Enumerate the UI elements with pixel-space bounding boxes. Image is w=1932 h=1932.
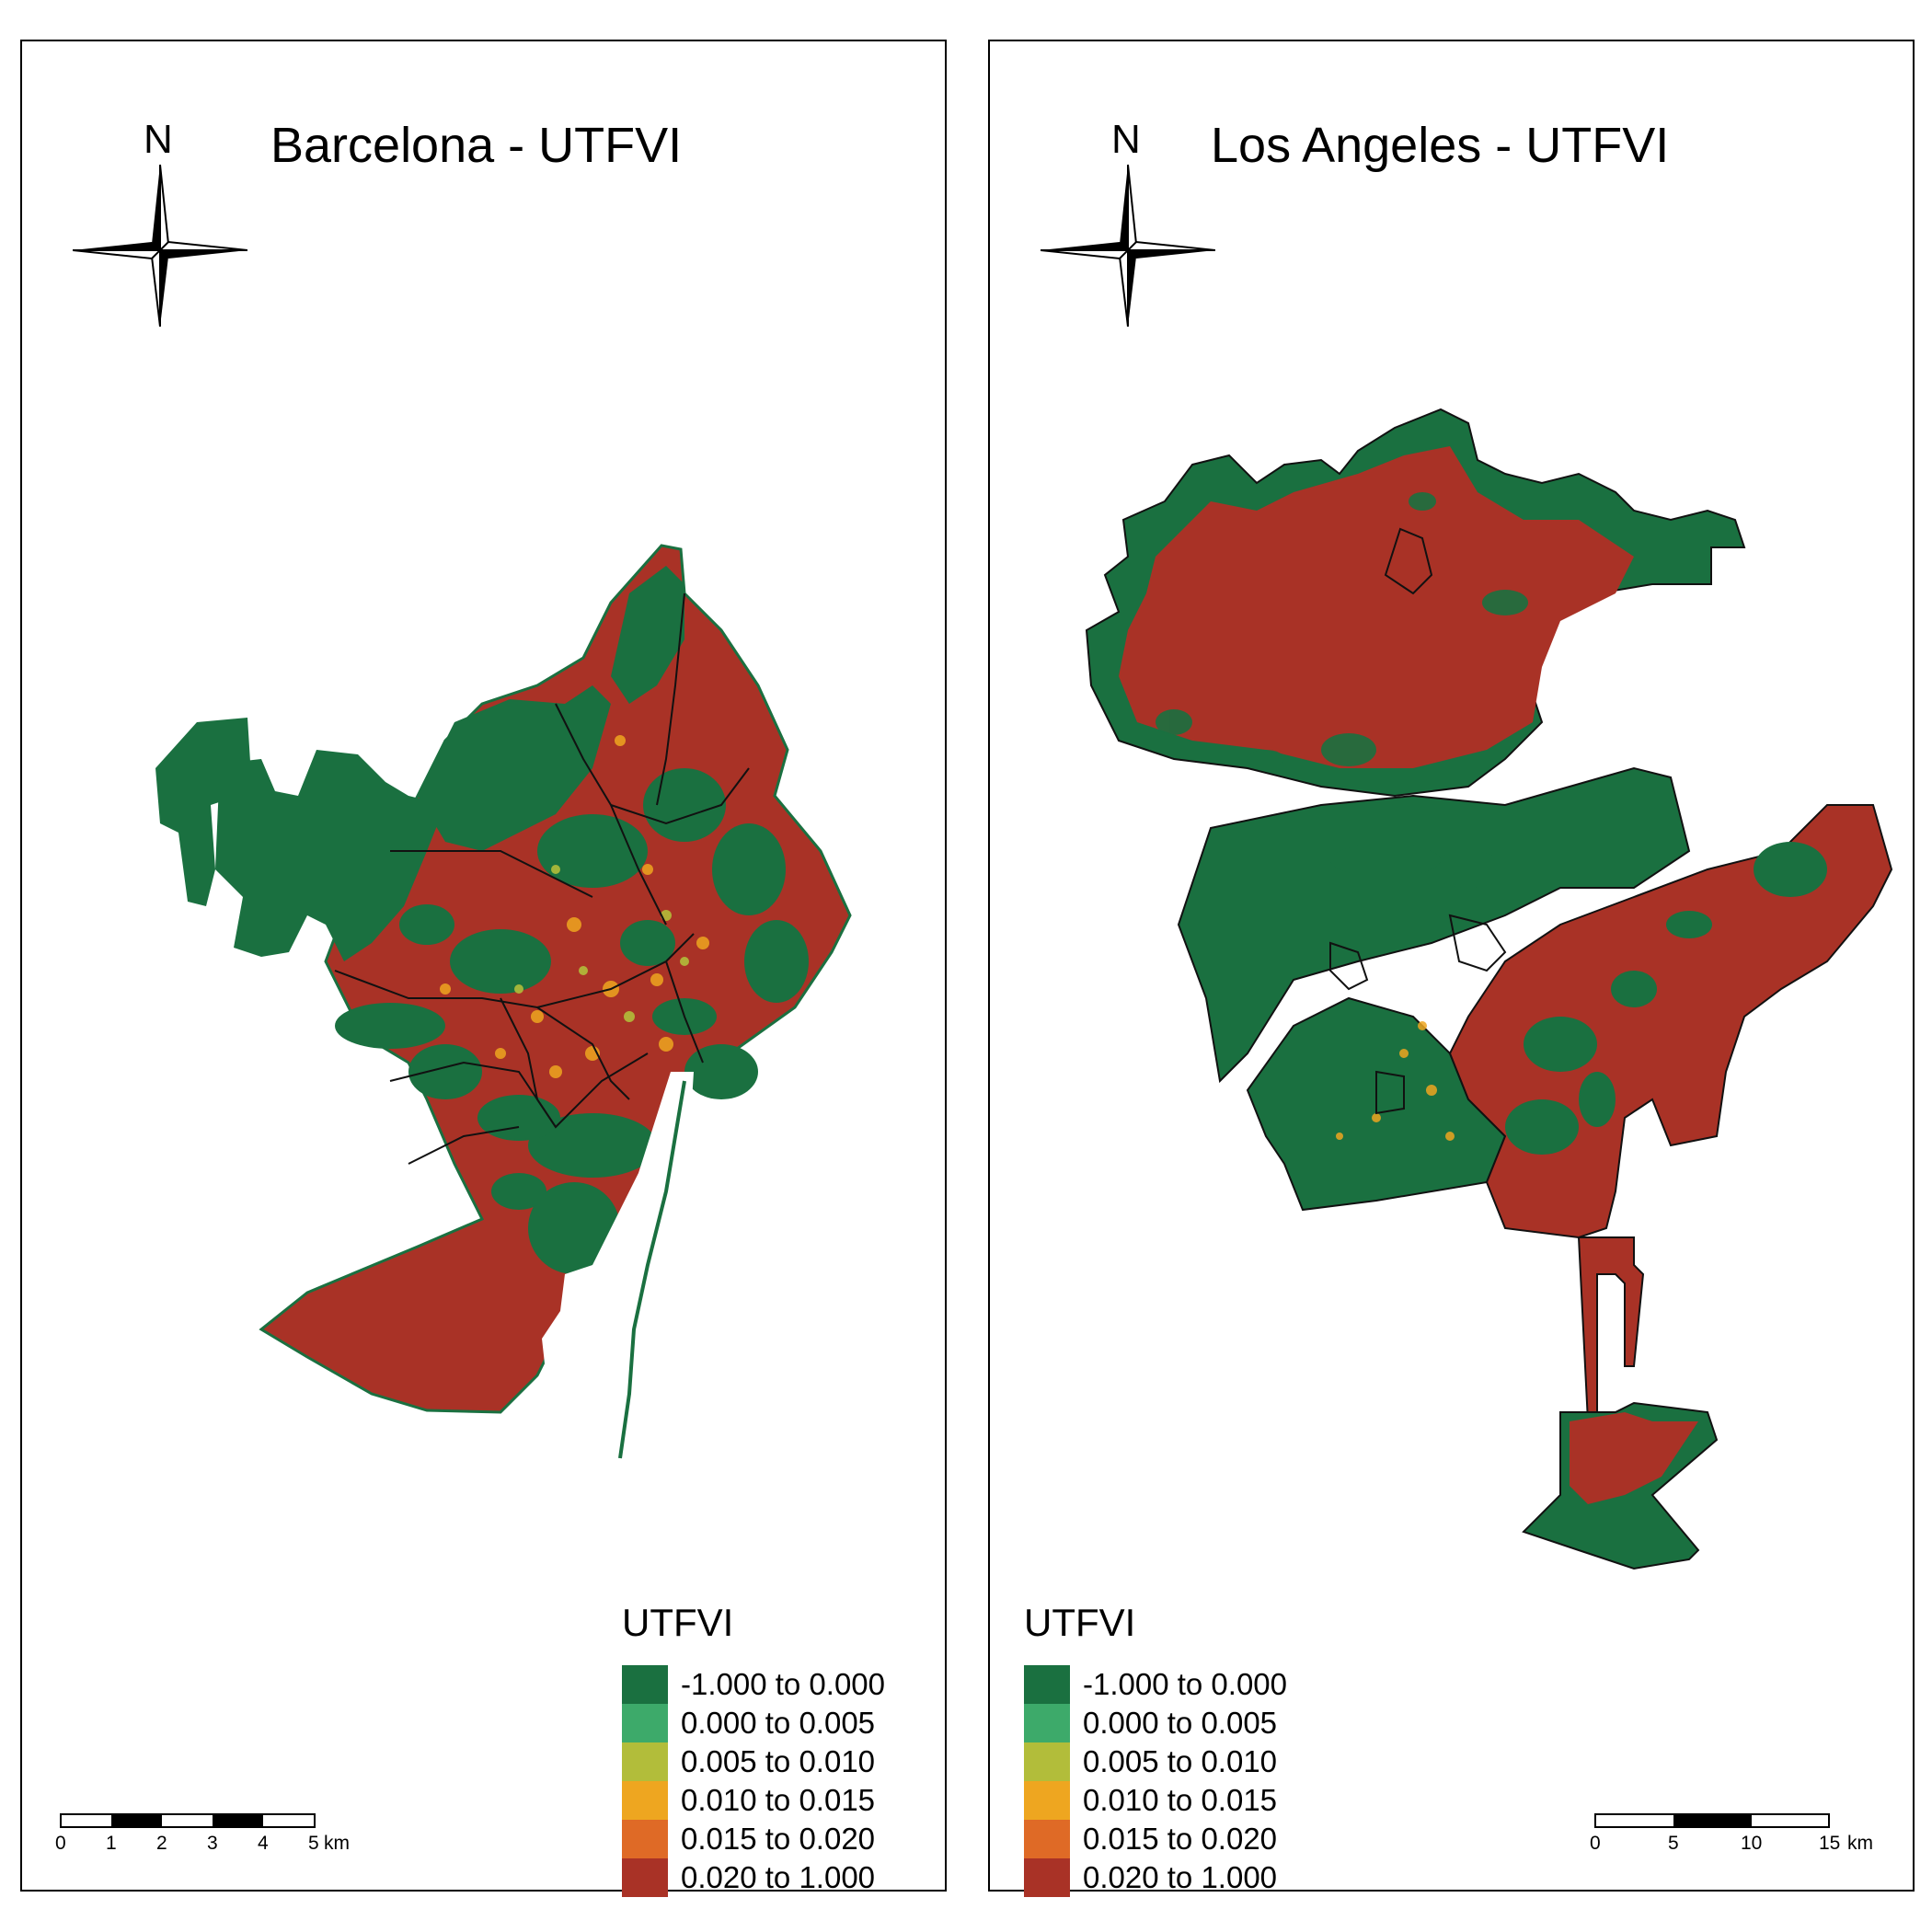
legend: UTFVI -1.000 to 0.000 0.000 to 0.005 0.0… [1024,1601,1287,1897]
barcelona-west-area [215,750,445,961]
barcelona-mid-speckles [514,865,689,1022]
scale-tick: 0 [55,1833,66,1854]
legend-item: -1.000 to 0.000 [1024,1665,1287,1704]
scale-bar [60,1813,316,1828]
scale-tick: 3 [207,1833,218,1854]
legend-item: 0.020 to 1.000 [1024,1858,1287,1897]
los-angeles-map-panel: N Los Angeles - UTFVI UTFVI -1.000 to 0.… [988,40,1915,1897]
la-boundary-lines [1329,527,1507,1115]
legend-swatch [622,1665,668,1704]
legend-label: 0.005 to 0.010 [681,1744,876,1778]
legend-swatch [622,1781,668,1820]
legend-swatch [1024,1820,1070,1858]
scale-tick: 1 [106,1833,117,1854]
legend-label: 0.000 to 0.005 [1083,1706,1278,1740]
scale-tick: 10 [1741,1833,1763,1854]
barcelona-north-green [418,685,611,851]
legend-swatch [1024,1781,1070,1820]
map-title: Barcelona - UTFVI [270,118,683,173]
legend-item: -1.000 to 0.000 [622,1665,885,1704]
legend-label: -1.000 to 0.000 [1083,1667,1288,1701]
barcelona-green-patches [335,768,809,1274]
north-arrow-icon [1041,164,1215,328]
legend-label: 0.015 to 0.020 [1083,1822,1278,1856]
legend-item: 0.015 to 0.020 [622,1820,885,1858]
barcelona-map-panel: N Barcelona - UTFVI UTFVI -1.000 to 0.00… [20,40,947,1897]
los-angeles-map [1085,408,1893,1570]
la-east-green-patches [1330,842,1827,1155]
legend-label: 0.020 to 1.000 [1083,1860,1278,1894]
scale-tick: 4 [258,1833,269,1854]
legend-swatch [1024,1742,1070,1781]
legend-title: UTFVI [1024,1601,1136,1644]
north-arrow-icon [73,164,247,328]
barcelona-map [155,544,852,1459]
legend-item: 0.005 to 0.010 [1024,1742,1287,1781]
north-label: N [1111,117,1141,162]
scale-tick: 5 [308,1833,319,1854]
la-harbor-corridor [1577,1236,1645,1422]
legend-title: UTFVI [622,1601,734,1644]
legend-label: 0.005 to 0.010 [1083,1744,1278,1778]
scale-unit: km [1847,1833,1873,1854]
legend-label: 0.010 to 0.015 [1083,1783,1278,1817]
legend-swatch [622,1742,668,1781]
legend-item: 0.020 to 1.000 [622,1858,885,1897]
scale-tick: 2 [156,1833,167,1854]
la-san-pedro-hot [1570,1412,1698,1504]
legend-item: 0.010 to 0.015 [622,1781,885,1820]
legend-swatch [622,1858,668,1897]
legend-swatch [1024,1858,1070,1897]
legend-label: 0.000 to 0.005 [681,1706,876,1740]
barcelona-port [542,1072,694,1380]
legend-item: 0.005 to 0.010 [622,1742,885,1781]
legend-swatch [1024,1665,1070,1704]
legend-label: 0.015 to 0.020 [681,1822,876,1856]
legend-item: 0.000 to 0.005 [622,1704,885,1742]
legend: UTFVI -1.000 to 0.000 0.000 to 0.005 0.0… [622,1601,885,1897]
legend-label: 0.010 to 0.015 [681,1783,876,1817]
legend-swatch [622,1820,668,1858]
la-valley-green-speckles [1156,492,1528,768]
legend-item: 0.000 to 0.005 [1024,1704,1287,1742]
legend-swatch [1024,1704,1070,1742]
legend-swatch [622,1704,668,1742]
legend-label: 0.020 to 1.000 [681,1860,876,1894]
scale-unit: km [324,1833,350,1854]
barcelona-district-boundaries [334,592,750,1165]
legend-label: -1.000 to 0.000 [681,1667,886,1701]
la-warm-speckles [1336,1021,1455,1141]
map-title: Los Angeles - UTFVI [1211,118,1670,173]
barcelona-breakwater [618,1080,686,1459]
la-santa-monica-mountains [1177,766,1691,1084]
scale-bar [1594,1813,1830,1828]
legend-item: 0.015 to 0.020 [1024,1820,1287,1858]
scale-tick: 5 [1668,1833,1679,1854]
north-label: N [144,117,173,162]
legend-item: 0.010 to 0.015 [1024,1781,1287,1820]
scale-tick: 0 [1590,1833,1601,1854]
la-valley-hot [1119,446,1634,768]
scale-tick: 15 [1819,1833,1841,1854]
barcelona-northeast-green [611,566,684,704]
